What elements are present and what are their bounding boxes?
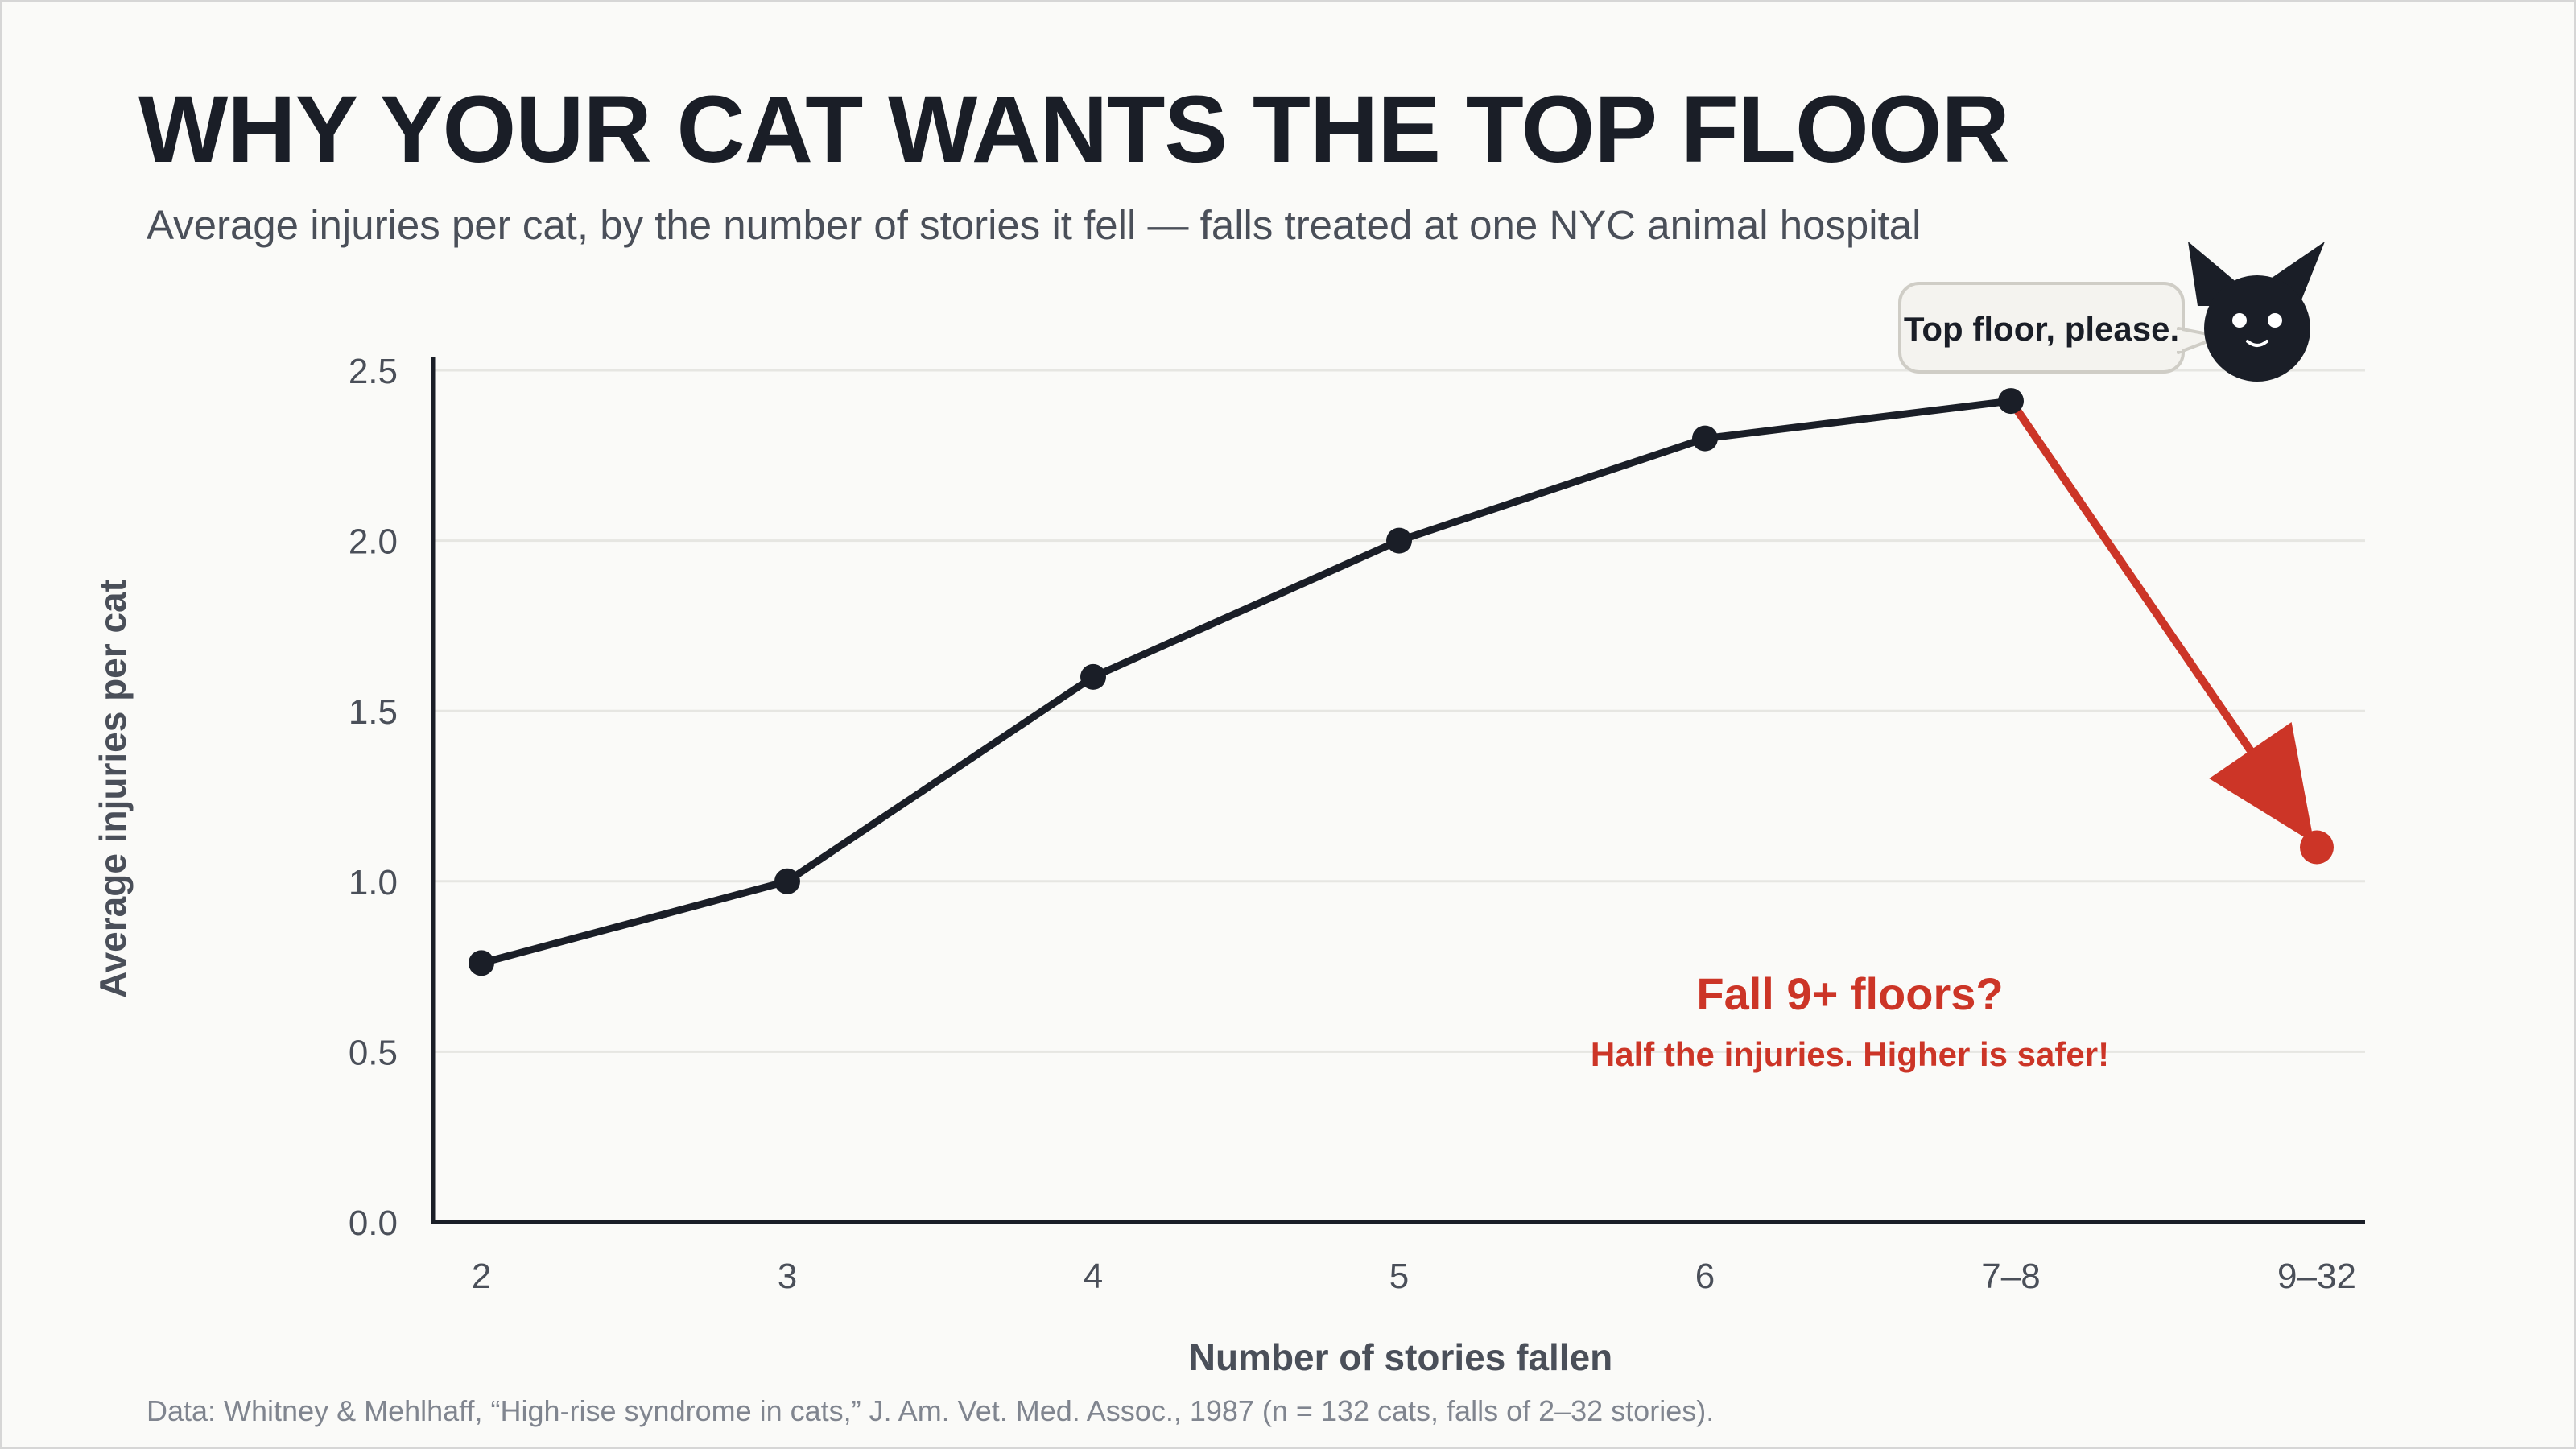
chart-subtitle: Average injuries per cat, by the number … (147, 202, 1922, 248)
drop-arrow-shaft (2007, 397, 2255, 755)
speech-bubble-text: Top floor, please. (1904, 310, 2179, 348)
series-line (477, 397, 2015, 967)
y-tick-label: 1.0 (349, 863, 398, 902)
data-point (1386, 527, 1412, 554)
x-tick-label: 9–32 (2277, 1257, 2356, 1296)
y-tick-labels: 0.0 0.5 1.0 1.5 2.0 2.5 (349, 352, 398, 1243)
x-tick-label: 4 (1084, 1257, 1103, 1296)
data-point (774, 868, 800, 894)
y-tick-label: 0.0 (349, 1203, 398, 1243)
data-point (469, 950, 494, 976)
data-point-highlight (2300, 830, 2334, 865)
y-tick-label: 2.5 (349, 352, 398, 391)
data-points (469, 388, 2334, 976)
y-tick-label: 2.0 (349, 522, 398, 562)
x-tick-label: 7–8 (1981, 1257, 2040, 1296)
y-tick-label: 1.5 (349, 692, 398, 732)
x-tick-labels: 2 3 4 5 6 7–8 9–32 (472, 1257, 2356, 1296)
y-axis-title: Average injuries per cat (92, 580, 134, 998)
x-axis-title: Number of stories fallen (1189, 1336, 1613, 1378)
y-tick-label: 0.5 (349, 1033, 398, 1072)
x-tick-label: 3 (778, 1257, 797, 1296)
x-tick-label: 6 (1695, 1257, 1715, 1296)
source-note: Data: Whitney & Mehlhaff, “High-rise syn… (147, 1394, 1715, 1427)
drop-arrow (2007, 397, 2314, 844)
chart-title: WHY YOUR CAT WANTS THE TOP FLOOR (138, 76, 2010, 183)
data-point (1692, 425, 1718, 452)
speech-bubble: Top floor, please. (1898, 282, 2222, 374)
data-point (1998, 388, 2024, 415)
x-tick-label: 5 (1389, 1257, 1409, 1296)
annotation-headline: Fall 9+ floors? (1696, 968, 2003, 1019)
drop-arrow-head (2209, 722, 2314, 844)
data-point (1080, 663, 1106, 690)
cat-face-icon (2188, 242, 2325, 382)
annotation-detail: Half the injuries. Higher is safer! (1591, 1035, 2109, 1073)
gridlines (433, 369, 2365, 1053)
x-tick-label: 2 (472, 1257, 491, 1296)
